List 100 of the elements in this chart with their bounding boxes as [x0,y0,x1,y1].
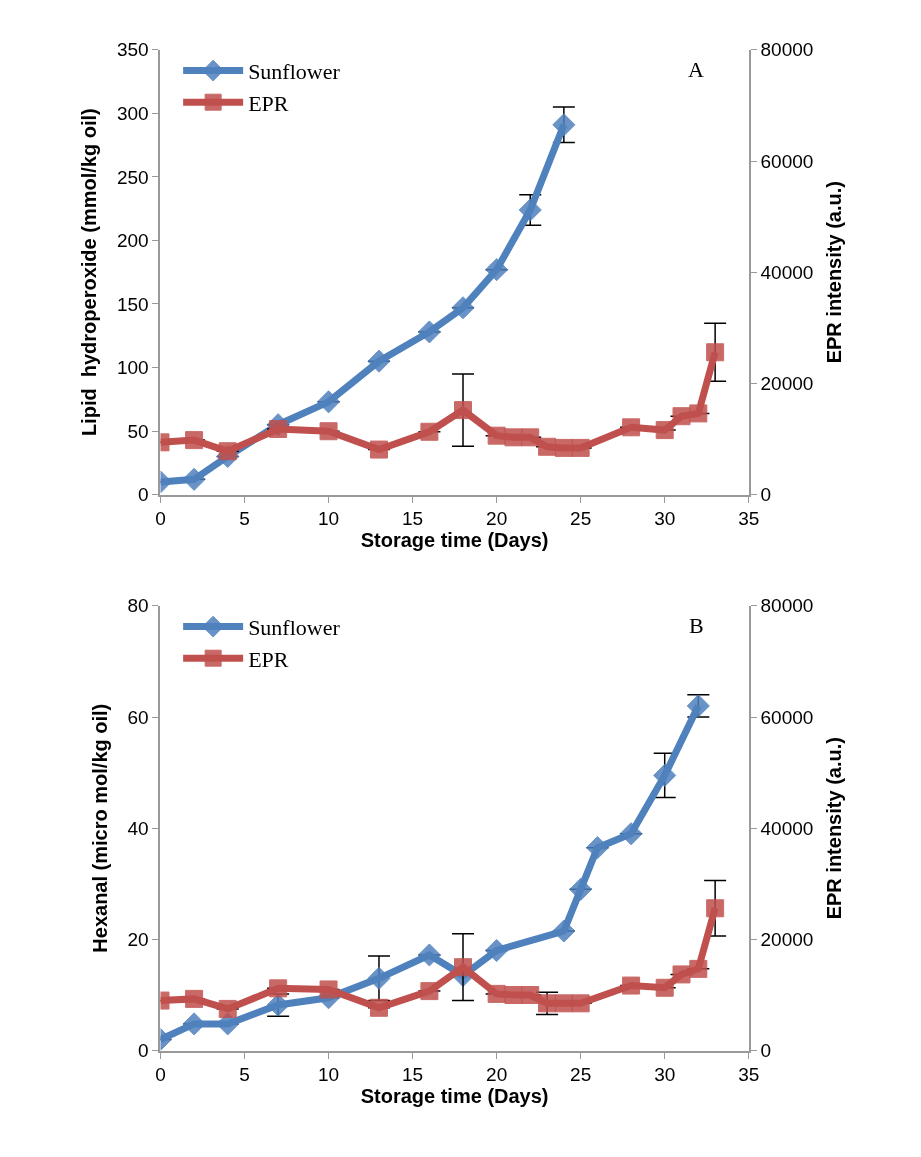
x-tick-label: 0 [155,1064,166,1086]
point [369,998,388,1017]
point [672,407,691,426]
x-tick-label: 10 [317,508,340,530]
point [706,343,725,362]
y2-tick-label: 80000 [760,595,814,617]
point [182,467,206,491]
point [185,431,204,450]
point [218,999,237,1018]
y2-axis-title: EPR intensity (a.u.) [823,737,846,920]
y-tick-label: 80 [127,595,149,617]
x-tick-label: 35 [738,508,760,530]
point [420,982,439,1001]
point [420,422,439,441]
point [571,438,590,457]
point [367,349,391,373]
legend-label: Sunflower [248,615,341,641]
y2-tick-label: 60000 [760,150,814,172]
x-tick-label: 20 [486,508,508,530]
point [317,390,341,414]
y-tick-label: 0 [138,484,149,506]
point [504,428,523,447]
point [689,959,708,978]
y-tick-label: 350 [116,39,149,61]
point [538,437,557,456]
point [417,320,441,344]
point [319,422,338,441]
point [485,938,509,963]
x-tick-label: 30 [654,508,676,530]
x-tick-label: 20 [486,1064,508,1086]
y2-tick-label: 40000 [760,817,814,839]
point [504,986,523,1004]
point [521,986,540,1004]
x-tick-label: 5 [239,508,250,530]
y2-tick-label: 20000 [760,373,814,395]
point [585,836,610,860]
x-axis-title: Storage time (Days) [360,529,549,552]
x-tick-label: 30 [654,1064,676,1086]
y2-tick-label: 0 [760,1040,772,1062]
point [487,984,506,1003]
x-tick-label: 35 [738,1064,760,1086]
point [369,440,388,459]
point [689,404,708,423]
legend-label: EPR [248,90,289,116]
y-tick-label: 300 [116,102,149,124]
point [269,979,288,998]
point [552,113,576,137]
point [521,428,540,447]
y-tick-label: 250 [116,166,149,188]
point [319,980,338,999]
point [672,965,691,984]
point [571,994,590,1013]
y2-tick-label: 80000 [760,39,814,61]
y2-axis-title: EPR intensity (a.u.) [823,181,846,364]
point [622,976,641,995]
point [185,989,204,1008]
y2-tick-label: 0 [760,484,772,506]
y2-tick-label: 60000 [760,706,814,728]
y-tick-label: 20 [127,929,149,951]
point [417,943,441,967]
point [454,401,473,420]
x-axis-title: Storage time (Days) [360,1085,549,1108]
point [451,296,475,320]
x-tick-label: 5 [239,1064,250,1086]
annotation: A [688,57,704,82]
x-tick-label: 15 [402,1064,424,1086]
point [485,258,509,282]
point [653,763,677,787]
point [622,418,641,437]
y-tick-label: 200 [116,230,149,252]
x-tick-label: 25 [570,1064,592,1086]
point [182,1012,206,1036]
y2-tick-label: 20000 [760,929,814,951]
x-tick-label: 0 [155,508,166,530]
y-tick-label: 40 [127,817,149,839]
y-tick-label: 0 [138,1040,149,1062]
point [619,822,643,846]
point [554,438,573,457]
y-tick-label: 50 [127,420,149,442]
legend-label: EPR [248,646,289,672]
y-tick-label: 150 [116,293,149,315]
x-tick-label: 15 [402,508,424,530]
y2-tick-label: 40000 [760,261,814,283]
point [518,198,542,222]
point [554,994,573,1013]
x-tick-label: 10 [317,1064,340,1086]
y-axis-title: Hexanal (micro mol/kg oil) [88,703,111,953]
legend-label: Sunflower [248,59,341,85]
point [487,426,506,445]
point [655,421,674,440]
point [454,958,473,977]
y-axis-title: Lipid hydroperoxide (mmol/kg oil) [77,108,100,437]
point [569,877,593,901]
y-tick-label: 60 [127,706,149,728]
annotation: B [689,613,704,638]
point [552,919,576,943]
point [367,966,391,990]
point [706,899,725,918]
point [655,978,674,997]
x-tick-label: 25 [570,508,592,530]
